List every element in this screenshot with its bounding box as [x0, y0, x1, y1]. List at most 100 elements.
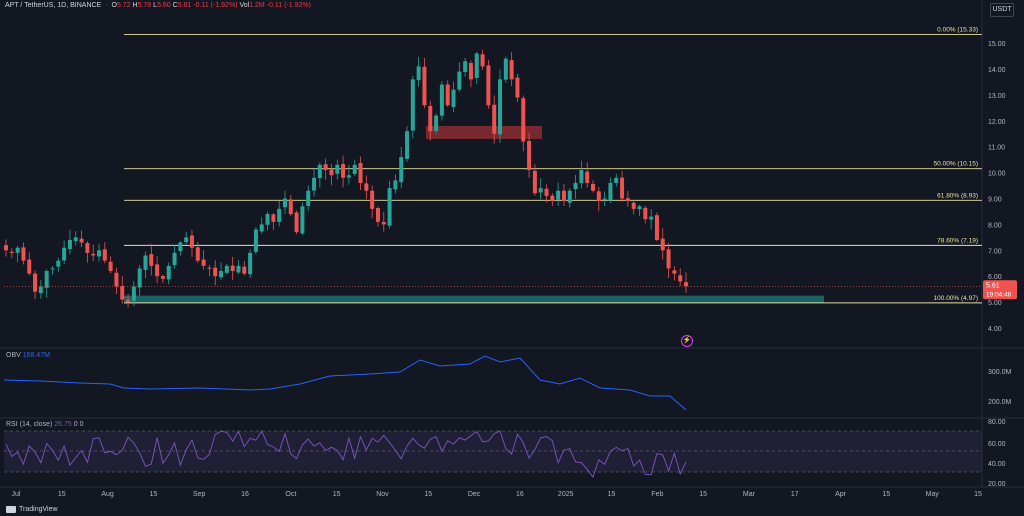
candle-body — [15, 247, 20, 253]
high-value: 5.78 — [137, 2, 152, 9]
candle-body — [678, 275, 683, 282]
time-tick-label: 16 — [241, 491, 249, 498]
price-tick-label: 4.00 — [988, 326, 1002, 333]
candle-body — [178, 242, 183, 252]
candle-body — [73, 237, 78, 241]
obv-tick-label: 200.0M — [988, 399, 1012, 406]
candle-body — [387, 188, 392, 226]
candle-body — [33, 273, 38, 292]
candle-body — [253, 229, 258, 252]
rsi-line — [5, 430, 687, 478]
price-tick-label: 15.00 — [988, 41, 1006, 48]
candle-body — [399, 157, 404, 183]
candle-body — [538, 188, 543, 193]
rsi-tick-label: 40.00 — [988, 461, 1006, 468]
candle-body — [126, 299, 131, 303]
candle-body — [131, 286, 136, 301]
candle-body — [21, 247, 26, 261]
candle-body — [492, 104, 497, 134]
candle-body — [660, 238, 665, 251]
candle-body — [259, 224, 264, 232]
candle-body — [230, 265, 235, 272]
time-tick-label: 15 — [424, 491, 432, 498]
candle-body — [9, 251, 14, 253]
lightning-icon[interactable]: ⚡ — [681, 335, 693, 347]
candle-body — [480, 54, 485, 67]
time-tick-label: 15 — [699, 491, 707, 498]
rsi-legend[interactable]: RSI (14, close) 26.75 0 0 — [6, 421, 84, 428]
candle-body — [67, 239, 72, 249]
rsi-tick-label: 20.00 — [988, 481, 1006, 488]
price-tick-label: 10.00 — [988, 171, 1006, 178]
candle-body — [649, 216, 654, 220]
candle-body — [172, 252, 177, 266]
price-tick-label: 11.00 — [988, 145, 1005, 152]
candle-body — [323, 164, 328, 171]
candle-body — [358, 162, 363, 183]
symbol-header: APT / TetherUS, 1D, BINANCE · O5.72 H5.7… — [5, 2, 311, 9]
candle-body — [684, 282, 688, 287]
fib-level-label: 61.80% (8.93) — [937, 192, 978, 199]
candle-body — [282, 198, 287, 208]
candle-body — [352, 164, 357, 174]
time-tick-label: 16 — [516, 491, 524, 498]
time-tick-label: 17 — [791, 491, 799, 498]
symbol-title[interactable]: APT / TetherUS, 1D, BINANCE — [5, 2, 102, 9]
time-tick-label: Sep — [193, 491, 206, 498]
candle-body — [341, 164, 346, 178]
last-price-value: 5.61 — [986, 282, 1000, 289]
candle-body — [56, 260, 61, 267]
time-tick-label: 2025 — [558, 491, 574, 498]
candle-body — [672, 270, 677, 274]
candle-body — [637, 206, 642, 210]
candle-body — [585, 171, 590, 183]
time-tick-label: Oct — [285, 491, 296, 498]
candle-body — [143, 255, 148, 270]
support-zone — [124, 295, 824, 303]
price-tick-label: 14.00 — [988, 67, 1006, 74]
tradingview-logo-icon — [6, 506, 16, 513]
fib-level-label: 78.60% (7.19) — [937, 237, 978, 244]
change-value: -0.11 (-1.92%) — [193, 2, 238, 9]
candle-body — [631, 202, 636, 209]
time-tick-label: 15 — [333, 491, 341, 498]
candle-body — [62, 247, 67, 261]
time-tick-label: Nov — [376, 491, 389, 498]
candle-body — [137, 268, 142, 288]
candle-body — [288, 199, 293, 215]
candle-body — [224, 265, 229, 273]
currency-button[interactable]: USDT — [990, 3, 1014, 17]
candle-body — [393, 180, 398, 190]
time-tick-label: 15 — [608, 491, 616, 498]
candle-body — [561, 190, 566, 202]
candle-body — [614, 177, 619, 184]
candle-body — [608, 182, 613, 201]
low-value: 5.60 — [157, 2, 171, 9]
candle-body — [567, 190, 572, 203]
candle-body — [108, 261, 113, 272]
candle-body — [271, 214, 276, 222]
candle-body — [579, 170, 584, 184]
candle-body — [114, 272, 119, 287]
time-tick-label: 15 — [58, 491, 66, 498]
candle-body — [312, 177, 317, 191]
candle-body — [422, 66, 427, 106]
obv-legend[interactable]: OBV 168.47M — [6, 352, 50, 359]
candle-body — [160, 275, 165, 279]
candle-body — [434, 115, 439, 131]
close-value: 5.61 — [177, 2, 192, 9]
time-tick-label: May — [926, 491, 940, 498]
candle-body — [428, 105, 433, 132]
obv-tick-label: 300.0M — [988, 369, 1012, 376]
candle-body — [294, 212, 299, 233]
last-price-tag — [983, 280, 1017, 300]
candle-body — [300, 206, 305, 234]
time-tick-label: 15 — [974, 491, 982, 498]
candle-body — [85, 243, 90, 253]
candle-body — [201, 259, 206, 266]
rsi-tick-label: 60.00 — [988, 441, 1006, 448]
candle-body — [591, 183, 596, 191]
candle-body — [236, 265, 241, 273]
candle-body — [184, 237, 189, 243]
